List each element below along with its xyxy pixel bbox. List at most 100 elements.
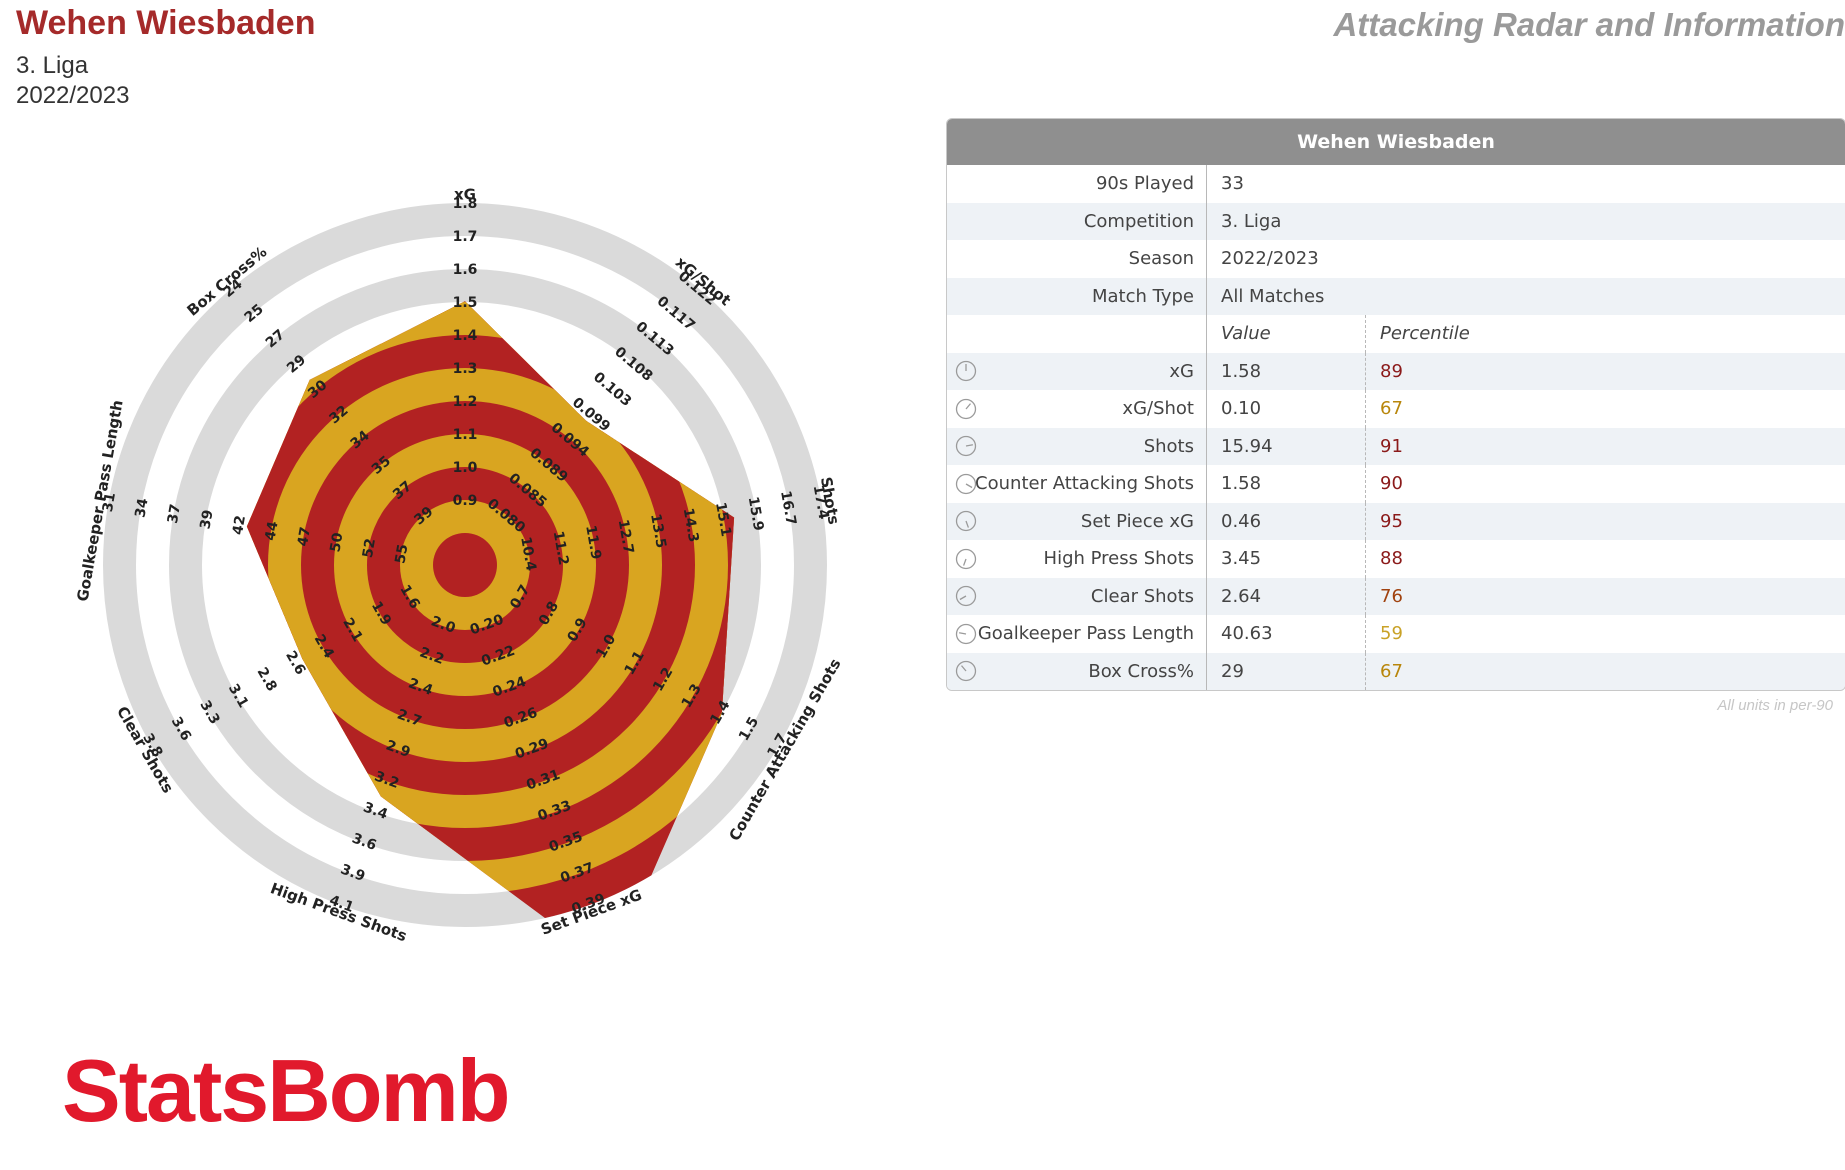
tick-label: 1.4 [453,328,478,344]
tick-label: 15.9 [745,495,767,532]
season-label: 2022/2023 [16,82,130,109]
metric-percentile: 76 [1365,577,1845,615]
metric-percentile: 67 [1365,390,1845,428]
info-row: Season 2022/2023 [947,240,1845,278]
tick-label: 1.8 [453,196,478,212]
metric-label-cell: Counter Attacking Shots [947,465,1207,503]
info-value: 33 [1221,173,1244,195]
tick-label: 1.0 [453,460,478,476]
metric-label: Goalkeeper Pass Length [977,623,1194,645]
metric-label-cell: Clear Shots [947,577,1207,615]
tick-label: 13.5 [647,513,669,550]
metric-rows: xG 1.58 89 xG/Shot 0.10 67 Shots 15.94 91 Counter… [947,352,1845,690]
outer-band [103,203,827,927]
metric-value: 1.58 [1221,360,1262,382]
tick-label: 11.9 [582,524,604,561]
metric-percentile: 95 [1365,502,1845,540]
metric-percentile: 89 [1365,352,1845,390]
metric-label-cell: Box Cross% [947,652,1207,690]
metric-label: Box Cross% [1088,660,1194,682]
metric-percentile: 88 [1365,540,1845,578]
info-value: 2022/2023 [1221,248,1319,270]
info-value: 3. Liga [1221,210,1282,232]
metric-value: 0.46 [1221,510,1262,532]
tick-label: 1.2 [453,394,478,410]
tick-label: 2.9 [384,737,413,761]
tick-label: 3.6 [350,830,379,854]
tick-label: 1.3 [453,361,478,377]
team-title: Wehen Wiesbaden [16,4,316,42]
metric-row: Set Piece xG 0.46 95 [947,502,1845,540]
metric-value: 0.10 [1221,398,1262,420]
value-column-header: Value [1221,323,1271,345]
tick-label: 3.9 [338,861,367,885]
tick-label: 47 [295,526,314,548]
metric-label: Clear Shots [1090,585,1194,607]
report-title: Attacking Radar and Information [1333,6,1845,43]
axis-label: xG [454,186,476,204]
metric-percentile: 59 [1365,615,1845,653]
tick-label: 15.1 [712,501,734,538]
metric-label-cell: xG [947,352,1207,390]
metric-row: xG/Shot 0.10 67 [947,390,1845,428]
clock-icon [955,398,977,419]
tick-label: 52 [360,537,379,559]
tick-label: 3.2 [372,768,401,792]
tick-label: 1.5 [453,295,478,311]
metric-percentile: 91 [1365,427,1845,465]
info-label: Season [947,240,1207,278]
tick-label: 2.8 [254,665,280,694]
tick-label: 37 [165,503,184,525]
tick-label: 31 [100,491,119,513]
table-header: Wehen Wiesbaden [947,119,1845,165]
radar-chart: 0.91.01.11.21.31.41.51.61.71.8xG0.0800.0… [74,186,845,946]
statsbomb-logo: StatsBomb [62,1041,510,1140]
metric-row: Counter Attacking Shots 1.58 90 [947,465,1845,503]
tick-label: 39 [197,509,216,531]
info-value: All Matches [1221,285,1325,307]
clock-icon [955,436,977,457]
metric-value: 3.45 [1221,548,1262,570]
clock-icon [955,586,977,607]
column-header-row: Value Percentile [947,315,1845,353]
metric-label-cell: High Press Shots [947,540,1207,578]
clock-icon [955,361,977,382]
metric-label-cell: Goalkeeper Pass Length [947,615,1207,653]
tick-label: 0.9 [453,493,478,509]
metric-value: 15.94 [1221,435,1273,457]
tick-label: 17.4 [810,484,832,521]
info-label: Competition [947,202,1207,240]
info-row: Match Type All Matches [947,277,1845,315]
tick-label: 34 [132,497,151,519]
info-label: Match Type [947,277,1207,315]
metric-label: High Press Shots [1043,548,1194,570]
clock-icon [955,623,977,644]
tick-label: 50 [327,531,346,553]
tick-label: 1.1 [453,427,478,443]
clock-icon [955,473,977,494]
tick-label: 12.7 [615,518,637,555]
tick-label: 0.103 [590,369,634,410]
footnote: All units in per-90 [1717,697,1833,714]
tick-label: 11.2 [550,530,572,567]
info-label: 90s Played [947,165,1207,203]
metric-label-cell: Set Piece xG [947,502,1207,540]
tick-label: 16.7 [777,490,799,527]
metric-row: Clear Shots 2.64 76 [947,577,1845,615]
metric-row: Box Cross% 29 67 [947,652,1845,690]
info-rows: 90s Played 33 Competition 3. Liga Season 2022… [947,165,1845,315]
info-row: 90s Played 33 [947,165,1845,203]
competition-label: 3. Liga [16,52,89,79]
metric-value: 40.63 [1221,623,1273,645]
tick-label: 1.7 [453,229,478,245]
tick-label: 2.7 [395,706,424,730]
metric-value: 2.64 [1221,585,1262,607]
tick-label: 44 [262,520,281,542]
clock-icon [955,548,977,569]
tick-label: 2.2 [417,644,446,668]
metric-label: Counter Attacking Shots [975,473,1194,495]
metric-label-cell: Shots [947,427,1207,465]
metric-row: Goalkeeper Pass Length 40.63 59 [947,615,1845,653]
metric-percentile: 90 [1365,465,1845,503]
metric-value: 1.58 [1221,473,1262,495]
